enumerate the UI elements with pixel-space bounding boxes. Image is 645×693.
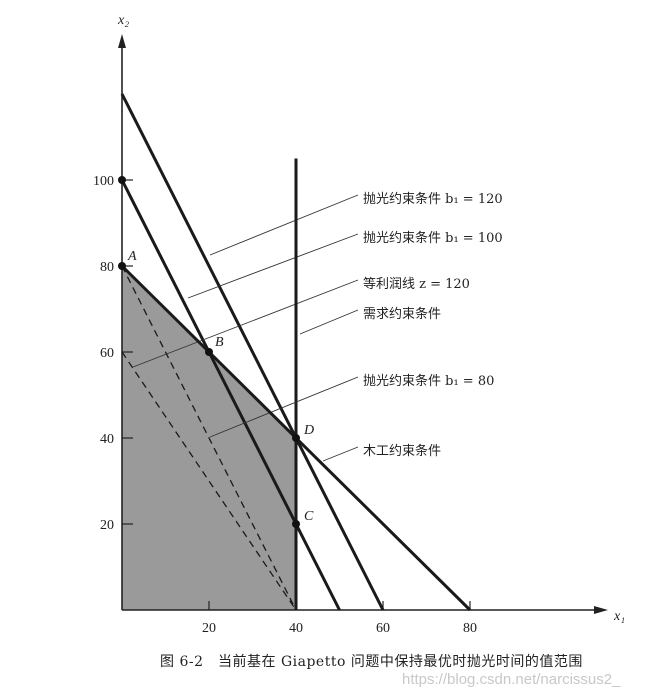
y-axis-arrow <box>118 34 126 48</box>
series-label: 抛光约束条件 b₁ = 80 <box>363 373 494 389</box>
figure-caption: 图 6-2 当前基在 Giapetto 问题中保持最优时抛光时间的值范围 <box>160 654 583 670</box>
series-label: 等利润线 z = 120 <box>363 276 470 292</box>
x-tick-label: 20 <box>202 621 216 636</box>
vertex-dot <box>292 434 300 442</box>
y-axis-label: x₂ <box>117 13 129 28</box>
constraint-line <box>121 265 297 611</box>
series-label: 抛光约束条件 b₁ = 120 <box>363 191 503 207</box>
x-tick-label: 60 <box>376 621 390 636</box>
constraint-line <box>120 179 341 611</box>
y-tick-label: 40 <box>100 432 114 447</box>
y-tick-label: 80 <box>100 260 114 275</box>
y-tick-label: 20 <box>100 518 114 533</box>
watermark: https://blog.csdn.net/narcissus2_ <box>402 671 621 688</box>
y-tick-label: 100 <box>93 174 114 189</box>
leader-line <box>299 309 359 335</box>
leader-line <box>209 194 359 256</box>
vertex-dot <box>205 348 213 356</box>
point-label: A <box>127 249 137 264</box>
leader-line <box>209 376 359 438</box>
x-axis-label: x₁ <box>613 609 625 624</box>
leader-line <box>187 233 359 299</box>
point-label: D <box>303 423 314 438</box>
series-label: 木工约束条件 <box>363 443 441 459</box>
vertex-dot <box>292 520 300 528</box>
leader-line <box>132 279 359 368</box>
point-label: B <box>215 335 224 350</box>
y-tick-label: 60 <box>100 346 114 361</box>
x-tick-label: 80 <box>463 621 477 636</box>
series-label: 需求约束条件 <box>363 306 441 322</box>
constraint-line <box>120 93 385 611</box>
x-tick-label: 40 <box>289 621 303 636</box>
constraint-line <box>121 351 297 611</box>
vertex-dot <box>118 262 126 270</box>
point-label: C <box>304 509 314 524</box>
leader-line <box>322 446 359 462</box>
vertex-dot <box>118 176 126 184</box>
series-label: 抛光约束条件 b₁ = 100 <box>363 230 503 246</box>
x-axis-arrow <box>594 606 608 614</box>
